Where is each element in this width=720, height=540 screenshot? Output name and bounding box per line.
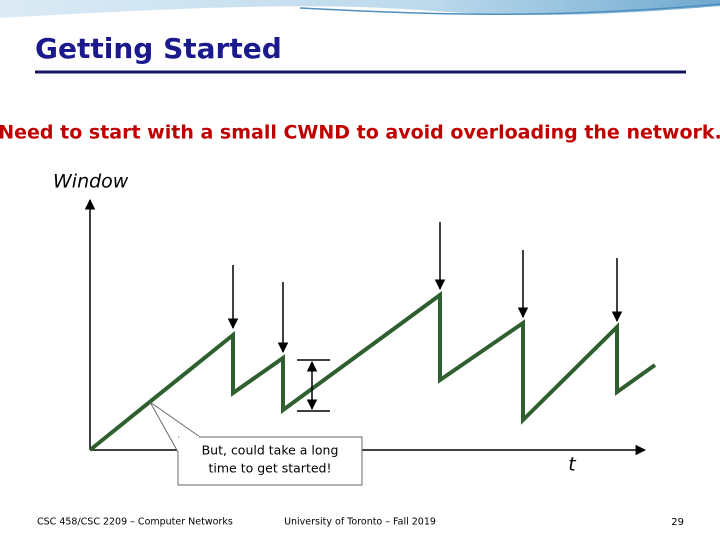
callout-line: time to get started! bbox=[209, 461, 332, 476]
statement: Need to start with a small CWND to avoid… bbox=[0, 122, 720, 144]
callout-line: But, could take a long bbox=[202, 443, 339, 458]
window-sawtooth bbox=[88, 291, 657, 452]
y-axis-label: Window bbox=[53, 171, 129, 193]
slide-title: Getting Started bbox=[35, 32, 282, 65]
header-wave bbox=[0, 0, 720, 18]
x-axis-label: t bbox=[568, 454, 577, 476]
loss-arrows bbox=[227, 222, 623, 354]
callout-box bbox=[149, 401, 363, 486]
footer-course: CSC 458/CSC 2209 – Computer Networks bbox=[37, 517, 233, 528]
header-wave-line bbox=[299, 3, 720, 16]
range-marker bbox=[297, 359, 330, 412]
page-number: 29 bbox=[671, 517, 684, 528]
footer-institution: University of Toronto – Fall 2019 bbox=[284, 517, 436, 528]
